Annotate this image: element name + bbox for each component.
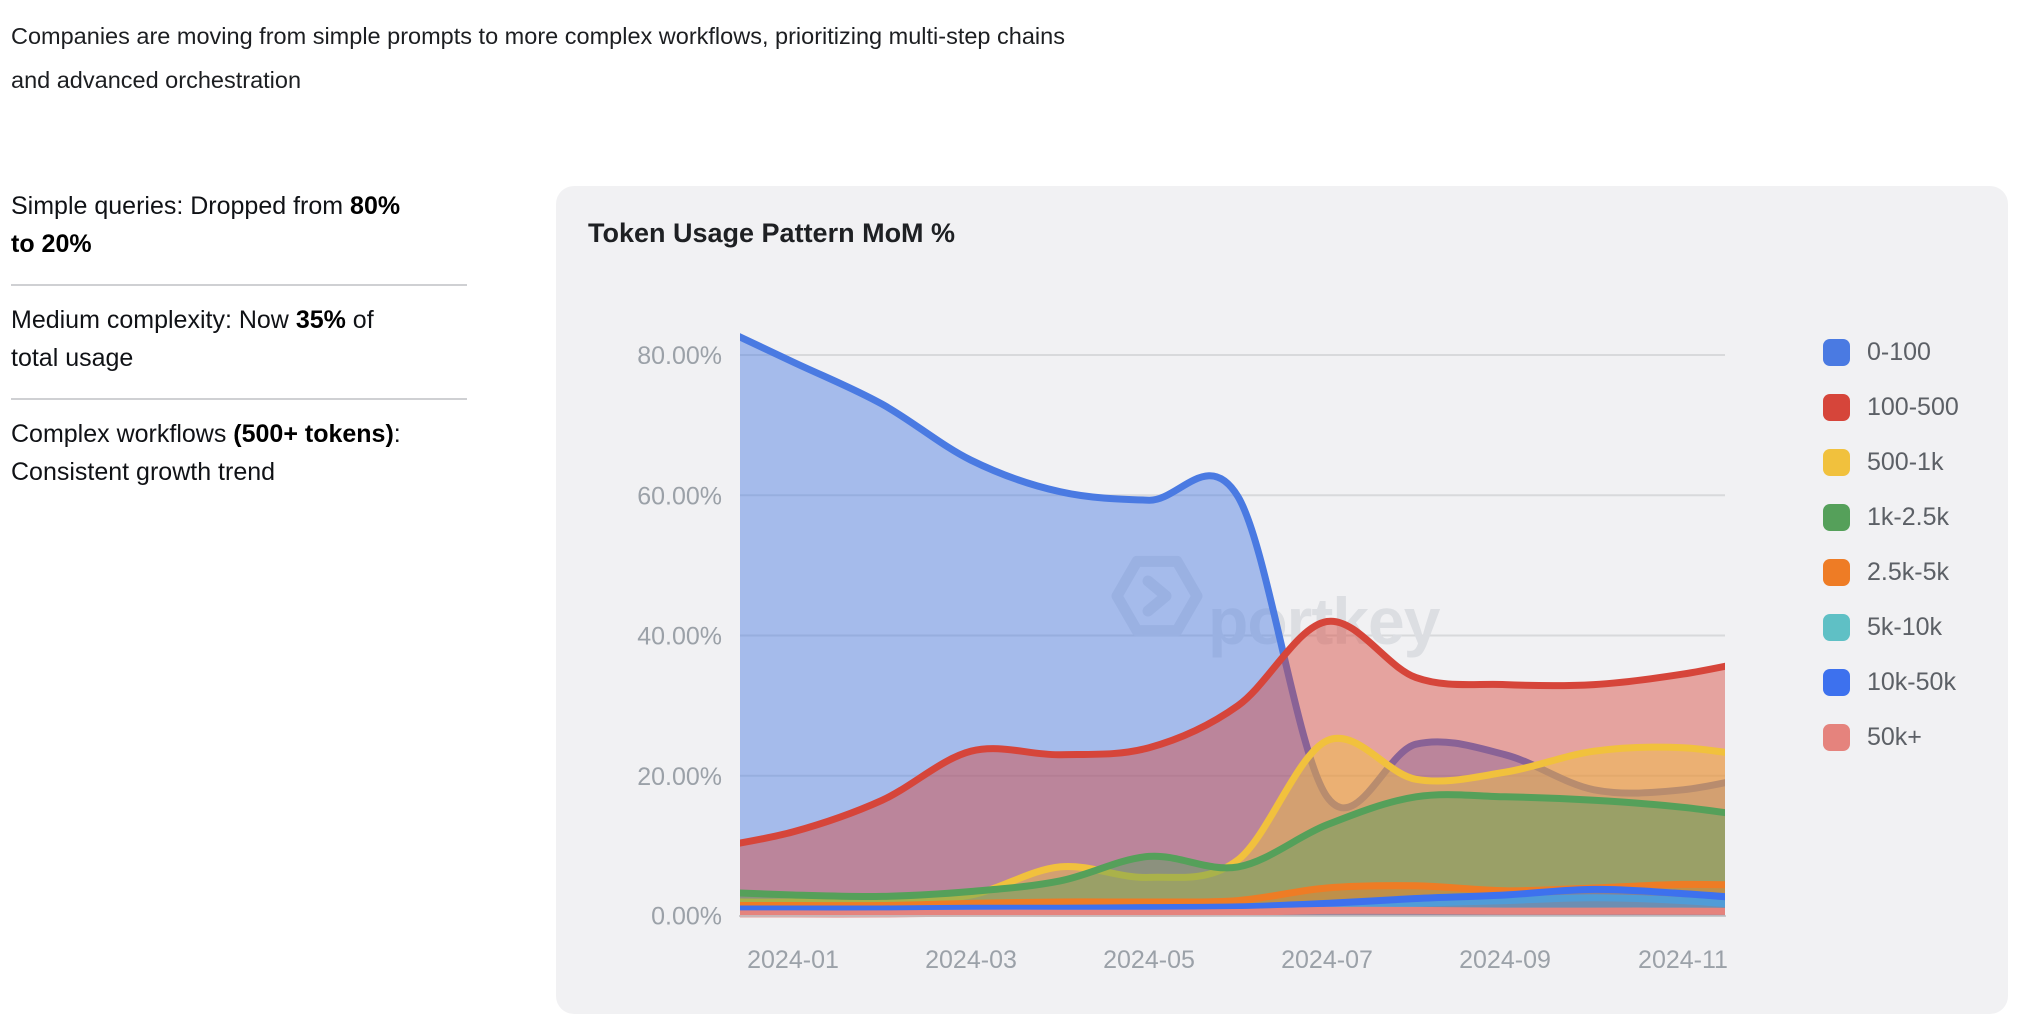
insight-divider [11, 398, 467, 400]
legend-swatch [1823, 614, 1850, 641]
legend-label: 500-1k [1867, 448, 1944, 476]
legend-swatch [1823, 339, 1850, 366]
insight-text: of total usage [11, 306, 374, 372]
legend-label: 5k-10k [1867, 613, 1943, 641]
legend-label: 0-100 [1867, 338, 1931, 366]
legend-item-50k+[interactable]: 50k+ [1823, 710, 1959, 765]
header-line2: and advanced orchestration [11, 67, 302, 93]
insights-list: Simple queries: Dropped from 80% to 20% M… [11, 172, 467, 512]
legend-item-500-1k[interactable]: 500-1k [1823, 435, 1959, 490]
legend-swatch [1823, 449, 1850, 476]
chart-legend: 0-100 100-500 500-1k 1k-2.5k 2.5k-5k 5k-10k 10… [1823, 325, 1959, 765]
insight-divider [11, 284, 467, 286]
insight-highlight: 80% to 20% [11, 192, 401, 258]
legend-swatch [1823, 724, 1850, 751]
legend-swatch [1823, 669, 1850, 696]
legend-swatch [1823, 394, 1850, 421]
header-line1: Companies are moving from simple prompts… [11, 23, 1065, 49]
legend-swatch [1823, 559, 1850, 586]
chart-title: Token Usage Pattern MoM % [588, 218, 956, 248]
legend-swatch [1823, 504, 1850, 531]
insight-text: : Consistent growth trend [11, 420, 401, 486]
legend-item-1k-2.5k[interactable]: 1k-2.5k [1823, 490, 1959, 545]
legend-label: 50k+ [1867, 723, 1922, 751]
legend-item-0-100[interactable]: 0-100 [1823, 325, 1959, 380]
legend-label: 2.5k-5k [1867, 558, 1949, 586]
insight-highlight: 35% [295, 306, 346, 334]
insight-text: Simple queries: Dropped from [11, 192, 351, 220]
chart-card [556, 186, 2008, 1014]
insight-text: Complex workflows [11, 420, 234, 448]
legend-item-5k-10k[interactable]: 5k-10k [1823, 600, 1959, 655]
insight-text: Medium complexity: Now [11, 306, 296, 334]
legend-item-10k-50k[interactable]: 10k-50k [1823, 655, 1959, 710]
insight-item: Medium complexity: Now 35% of total usag… [11, 286, 405, 398]
legend-label: 100-500 [1867, 393, 1959, 421]
page-header: Companies are moving from simple prompts… [11, 14, 1411, 102]
insight-item: Complex workflows (500+ tokens): Consist… [11, 400, 405, 512]
legend-label: 10k-50k [1867, 668, 1956, 696]
legend-item-100-500[interactable]: 100-500 [1823, 380, 1959, 435]
legend-label: 1k-2.5k [1867, 503, 1949, 531]
legend-item-2.5k-5k[interactable]: 2.5k-5k [1823, 545, 1959, 600]
insight-item: Simple queries: Dropped from 80% to 20% [11, 172, 405, 284]
insight-highlight: (500+ tokens) [233, 420, 394, 448]
